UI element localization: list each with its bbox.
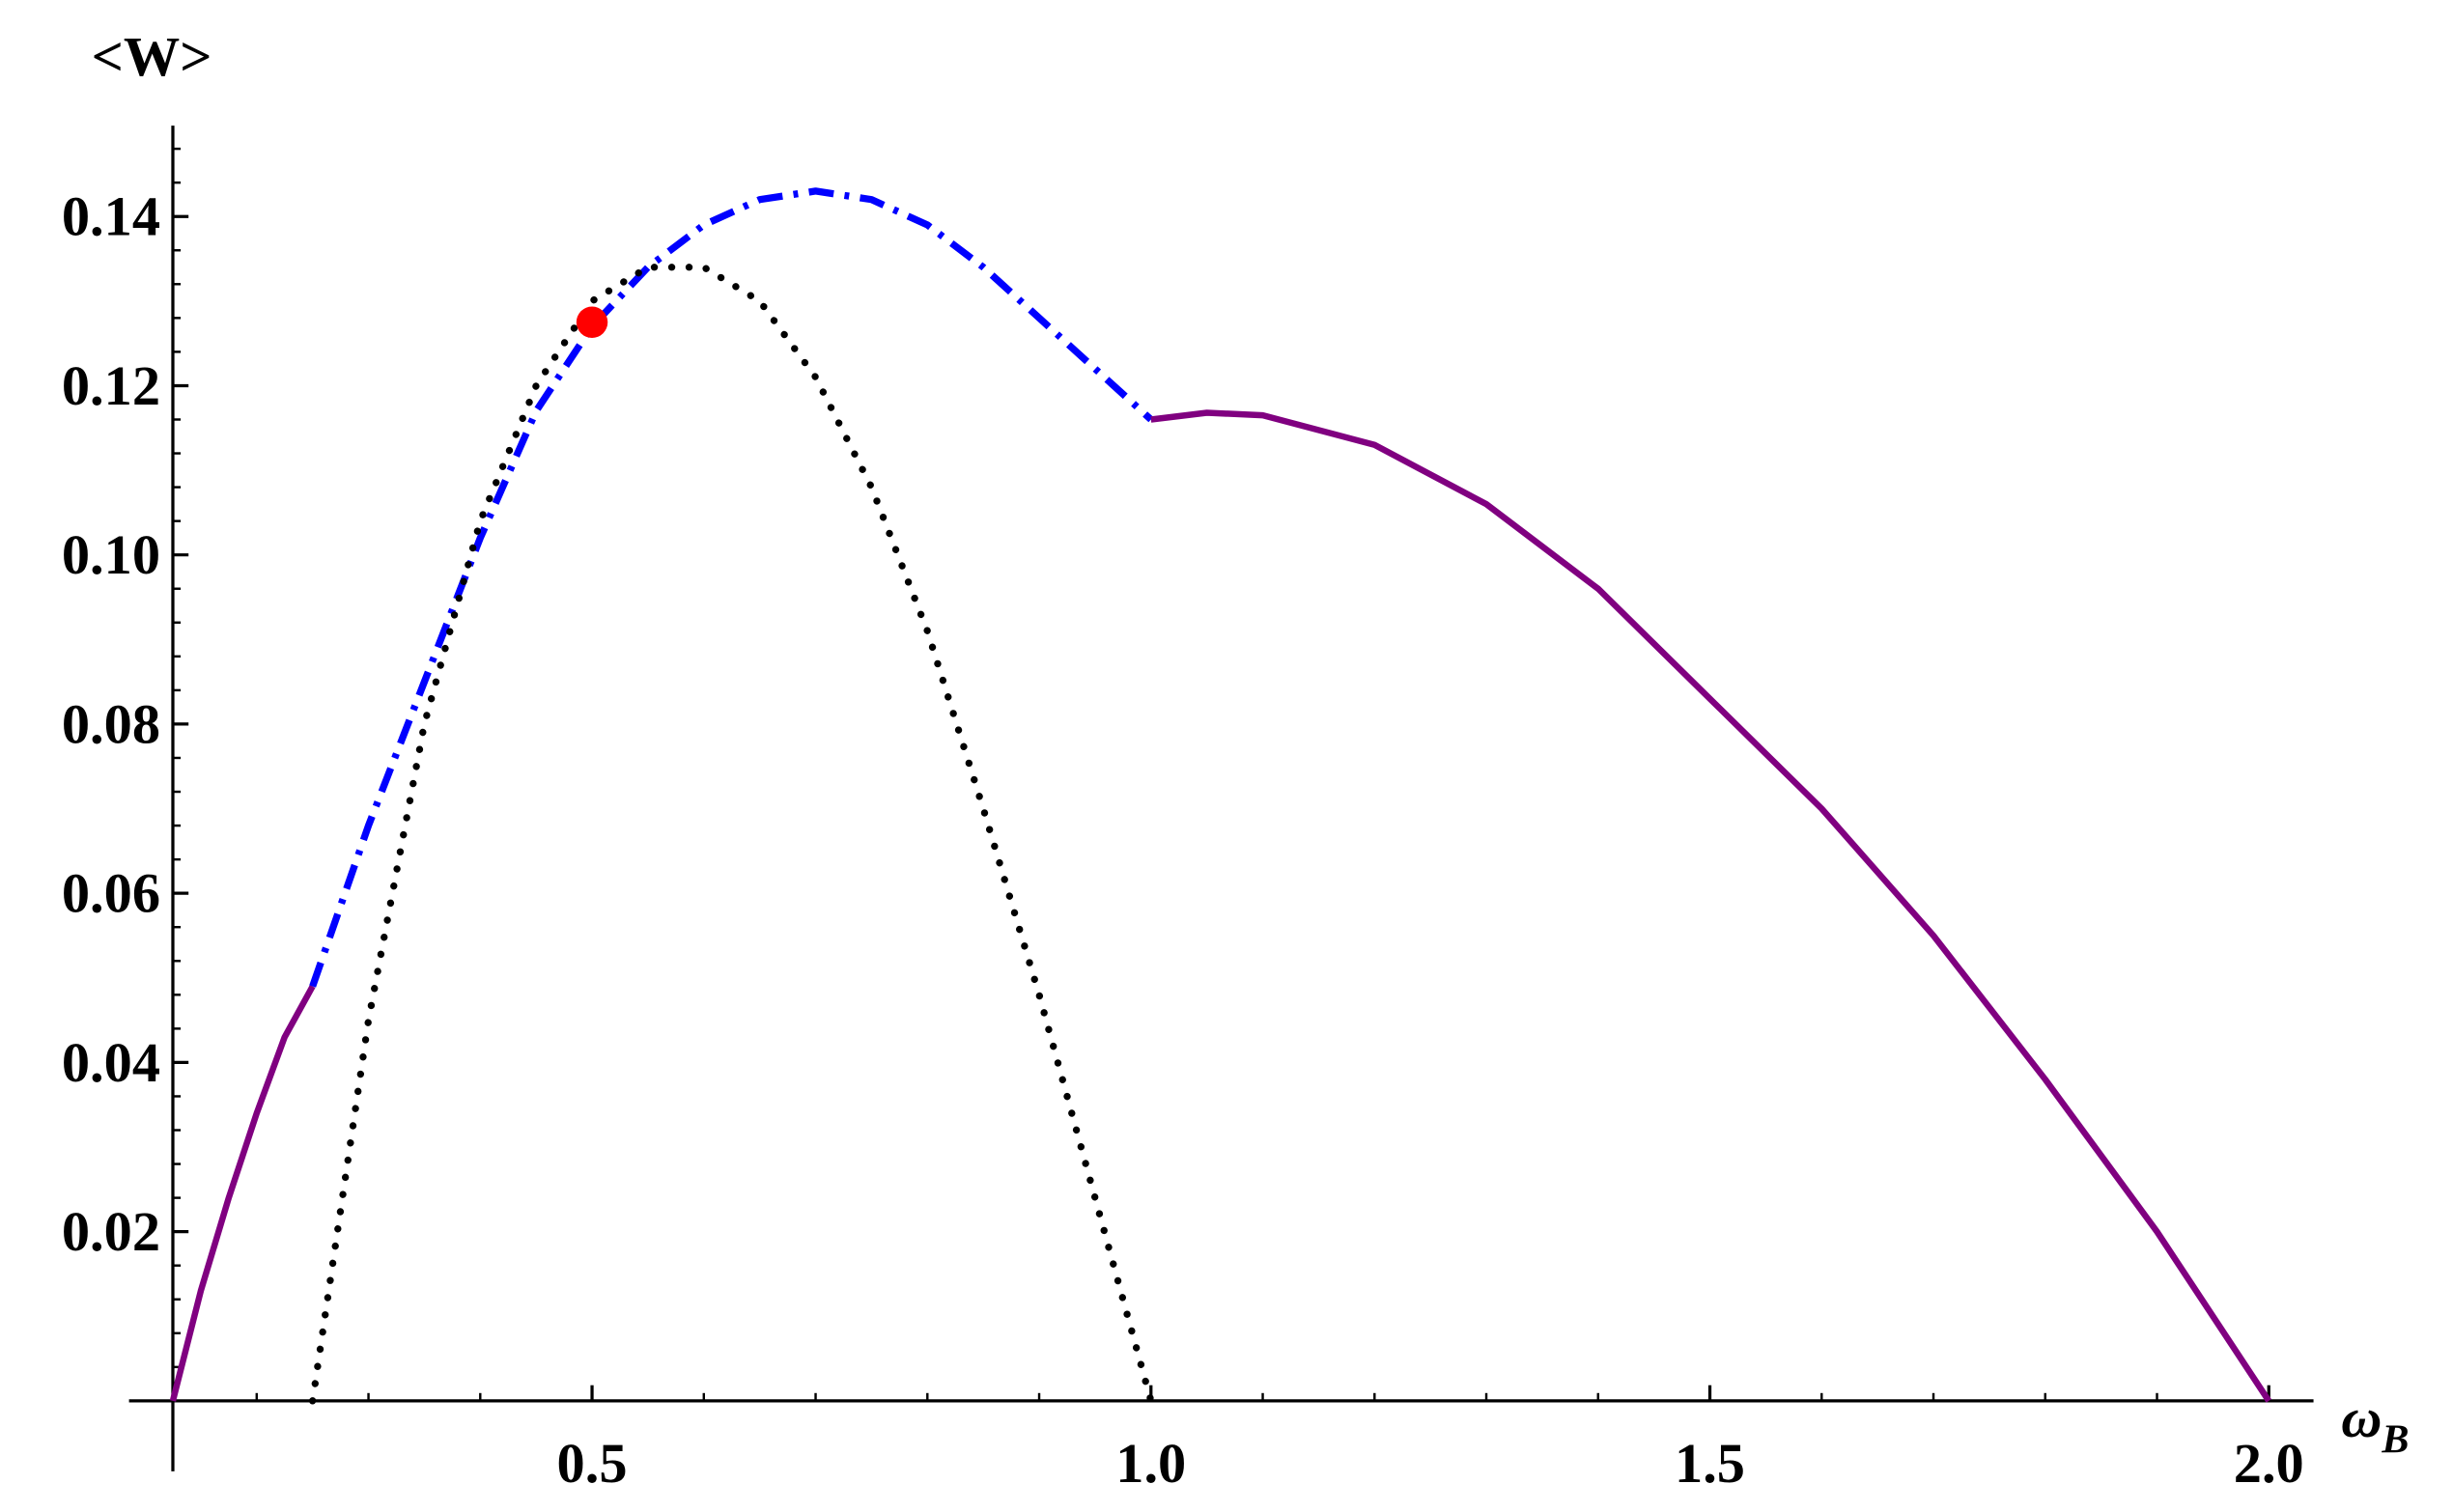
- y-tick-label: 0.08: [62, 692, 160, 755]
- data-point: [576, 306, 608, 338]
- y-tick-label: 0.06: [62, 862, 160, 925]
- x-axis-label-sub: B: [2381, 1416, 2409, 1462]
- series-line: [1150, 409, 2271, 1403]
- y-tick-label: 0.02: [62, 1200, 160, 1263]
- series-line: [169, 984, 316, 1402]
- y-tick-label: 0.10: [62, 523, 160, 586]
- y-tick-label: 0.04: [62, 1031, 160, 1094]
- x-tick-label: 0.5: [557, 1432, 628, 1495]
- y-axis-label: <W>: [92, 25, 212, 88]
- x-axis-label: ωB: [2341, 1386, 2409, 1462]
- series-line: [309, 264, 1155, 1405]
- series-line: [309, 187, 1154, 988]
- y-tick-label: 0.12: [62, 354, 160, 417]
- x-tick-label: 1.5: [1675, 1432, 1745, 1495]
- x-tick-label: 1.0: [1115, 1432, 1186, 1495]
- x-tick-label: 2.0: [2234, 1432, 2304, 1495]
- x-axis-label-main: ω: [2341, 1386, 2382, 1449]
- y-tick-label: 0.14: [62, 185, 160, 248]
